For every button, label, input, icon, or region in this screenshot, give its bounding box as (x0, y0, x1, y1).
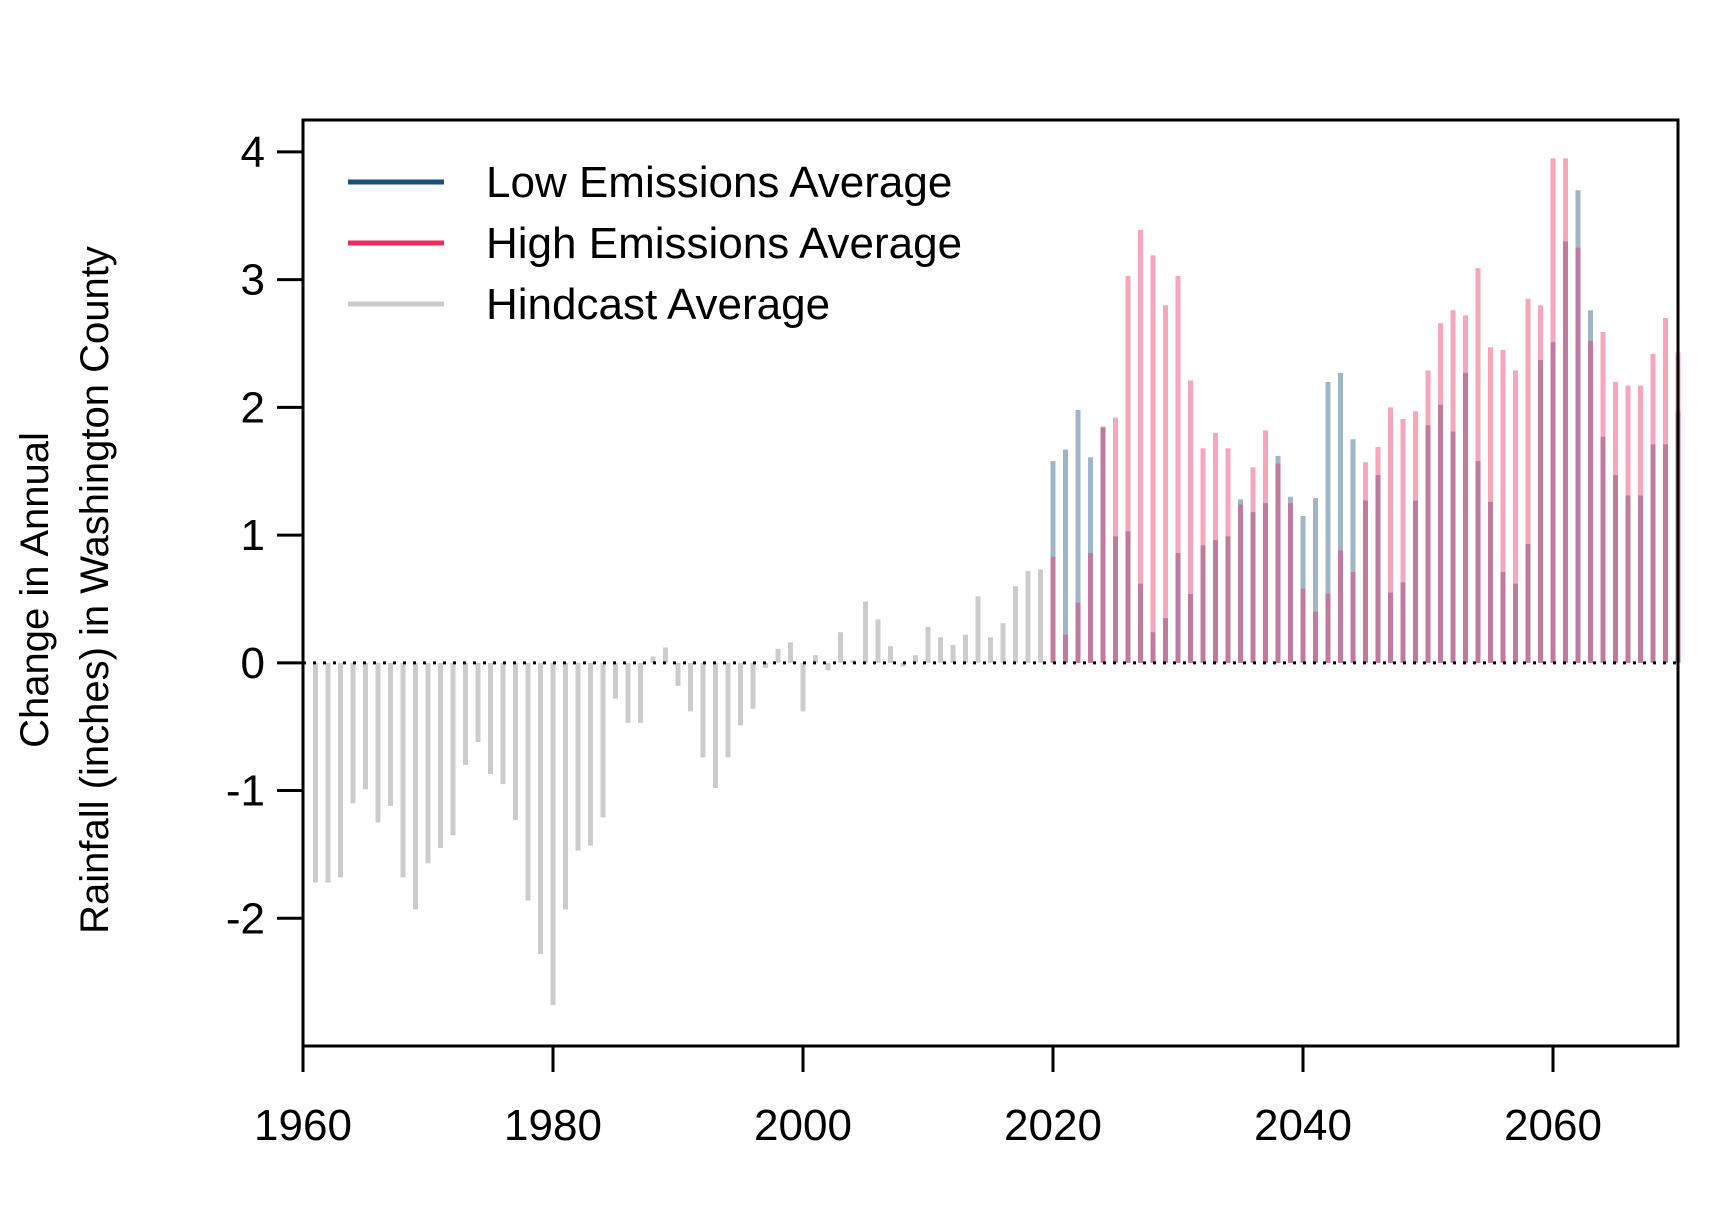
legend: Low Emissions Average High Emissions Ave… (348, 158, 962, 329)
x-tick-label-1980: 1980 (504, 1101, 602, 1150)
y-tick-label-4: 4 (241, 128, 265, 177)
y-tick-label--1: -1 (226, 767, 265, 816)
x-tick-label-2040: 2040 (1254, 1101, 1352, 1150)
y-tick-label-1: 1 (241, 511, 265, 560)
x-tick-label-2020: 2020 (1004, 1101, 1102, 1150)
legend-label-high-emissions: High Emissions Average (486, 219, 962, 268)
y-axis-title-line-1: Change in Annual (13, 432, 57, 748)
legend-label-low-emissions: Low Emissions Average (486, 158, 952, 207)
x-axis: 1960 1980 2000 2020 2040 2060 (254, 1044, 1602, 1150)
series-hindcast-average (313, 569, 1043, 1006)
y-tick-label-2: 2 (241, 383, 265, 432)
x-tick-label-2000: 2000 (754, 1101, 852, 1150)
y-axis-title: Change in Annual Rainfall (inches) in Wa… (13, 246, 117, 934)
series-high-emissions-average (1050, 158, 1681, 663)
x-tick-label-1960: 1960 (254, 1101, 352, 1150)
y-tick-label-0: 0 (241, 639, 265, 688)
y-tick-label--2: -2 (226, 894, 265, 943)
series-low-emissions-average (1050, 190, 1681, 663)
bar-layer (313, 158, 1681, 1006)
legend-label-hindcast: Hindcast Average (486, 280, 830, 329)
x-tick-label-2060: 2060 (1504, 1101, 1602, 1150)
y-axis-title-line-2: Rainfall (inches) in Washington County (73, 246, 117, 934)
y-axis: -2 -1 0 1 2 3 4 (226, 128, 303, 943)
y-tick-label-3: 3 (241, 256, 265, 305)
